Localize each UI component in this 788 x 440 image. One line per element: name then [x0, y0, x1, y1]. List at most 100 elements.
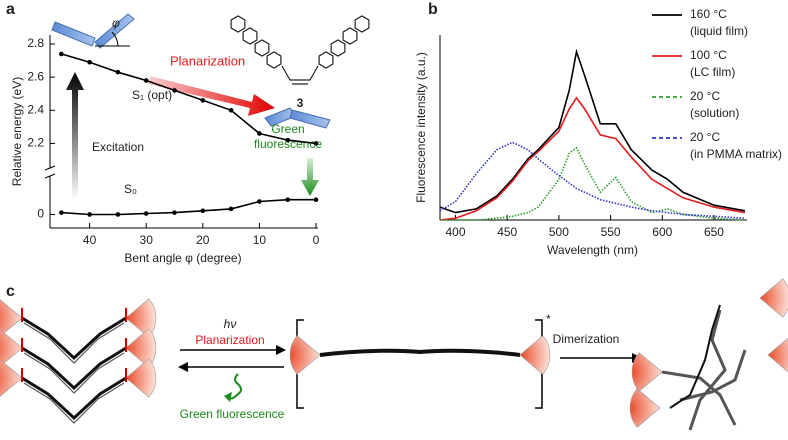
bent-molecule-edge — [23, 352, 125, 394]
point — [257, 131, 262, 136]
point — [228, 107, 234, 113]
legend-label: 100 °C — [690, 48, 727, 62]
dimer-front — [669, 304, 721, 409]
point — [87, 212, 92, 217]
annotation: φ — [112, 16, 120, 30]
scheme-text: * — [546, 312, 551, 326]
bent-molecule-edge — [23, 382, 125, 424]
point — [285, 137, 291, 143]
x-tick-label: 10 — [253, 233, 267, 247]
scheme — [0, 278, 788, 431]
ring — [354, 15, 370, 33]
x-tick-label: 30 — [140, 233, 154, 247]
scheme-text: hν — [224, 317, 237, 331]
point — [228, 206, 234, 212]
wedge — [0, 359, 23, 397]
x-tick-label: 0 — [313, 233, 320, 247]
x-tick-label: 500 — [549, 225, 569, 239]
bent-molecule — [21, 376, 127, 421]
series-line — [439, 96, 746, 221]
axis-break — [44, 173, 56, 179]
point — [313, 141, 319, 146]
wedge — [519, 335, 551, 375]
series-line — [61, 53, 317, 145]
point — [285, 197, 291, 202]
bent-molecule — [21, 346, 127, 391]
flat-plates — [264, 107, 331, 129]
x-tick-label: 600 — [652, 225, 672, 239]
series-line — [61, 198, 316, 216]
annotation: 3 — [297, 96, 304, 110]
series-line — [439, 141, 746, 219]
legend-note: (in PMMA matrix) — [690, 147, 782, 161]
point — [143, 211, 149, 216]
y-tick-label: 2.4 — [27, 102, 44, 116]
panel-label: a — [6, 1, 15, 18]
arrow-head — [224, 392, 232, 402]
wedge — [0, 299, 23, 337]
series-label: S₁ (opt) — [132, 88, 172, 102]
point — [200, 98, 206, 103]
point — [172, 88, 177, 93]
ring — [342, 27, 358, 45]
axis-break — [44, 165, 56, 171]
point — [115, 212, 121, 217]
x-tick-label: 40 — [83, 233, 97, 247]
wedge — [125, 328, 157, 368]
bent-plates — [51, 13, 135, 49]
ring — [330, 39, 346, 57]
x-tick-label: 20 — [196, 233, 210, 247]
wedge — [289, 335, 321, 375]
series-line — [439, 48, 746, 214]
legend-label: 20 °C — [690, 89, 720, 103]
wedge — [767, 337, 788, 373]
scheme-text: Planarization — [195, 333, 264, 347]
point — [115, 69, 121, 75]
point — [59, 51, 64, 57]
arrow-head — [276, 345, 286, 355]
annotation: fluorescence — [254, 137, 322, 151]
point — [313, 197, 319, 202]
x-tick-label: 650 — [704, 225, 724, 239]
fluorescence-arrow — [301, 158, 319, 196]
x-tick-label: 400 — [445, 225, 465, 239]
y-axis-label: Fluorescence intensity (a.u.) — [414, 52, 428, 203]
arrow-head — [178, 362, 188, 372]
planar-molecule — [319, 348, 521, 357]
y-tick-label: 2.2 — [27, 136, 44, 150]
y-tick-label: 2.8 — [27, 36, 44, 50]
legend-note: (liquid film) — [690, 24, 748, 38]
panel-label: b — [428, 1, 438, 18]
y-axis-label: Relative energy (eV) — [10, 77, 24, 186]
wedge — [0, 329, 23, 367]
point — [59, 210, 64, 215]
annotation: Green — [271, 122, 304, 136]
ring — [254, 39, 270, 57]
wedge — [631, 352, 663, 392]
point — [257, 199, 262, 204]
excitation-arrow — [66, 72, 84, 200]
legend-label: 160 °C — [690, 7, 727, 21]
scheme-text: Dimerization — [553, 332, 620, 346]
wedge — [125, 298, 157, 338]
wedge — [125, 358, 157, 398]
y-tick-label: 0 — [37, 207, 44, 221]
y-tick-label: 2.6 — [27, 69, 44, 83]
point — [87, 59, 92, 65]
legend-note: (solution) — [690, 106, 739, 120]
point — [143, 78, 149, 83]
x-tick-label: 450 — [497, 225, 517, 239]
bridge — [281, 65, 319, 85]
series-line — [440, 146, 746, 221]
ring — [230, 15, 246, 33]
series-label: S₀ — [124, 182, 137, 196]
point — [172, 210, 177, 215]
molecule-3 — [230, 15, 370, 85]
wedge — [629, 388, 661, 428]
wedge — [759, 278, 788, 318]
legend-label: 20 °C — [690, 130, 720, 144]
point — [200, 208, 206, 214]
x-tick-label: 550 — [601, 225, 621, 239]
ring — [242, 27, 258, 45]
